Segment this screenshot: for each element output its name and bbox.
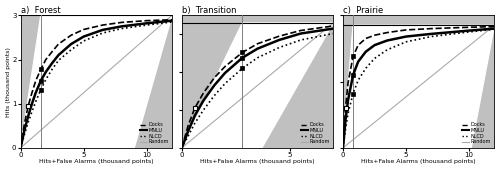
X-axis label: Hits+False Alarms (thousand points): Hits+False Alarms (thousand points) [362, 159, 476, 164]
Text: b)  Transition: b) Transition [182, 6, 236, 15]
Polygon shape [20, 15, 172, 148]
Y-axis label: Hits (thousand points): Hits (thousand points) [6, 47, 10, 117]
X-axis label: Hits+False Alarms (thousand points): Hits+False Alarms (thousand points) [39, 159, 154, 164]
Legend: Docks, MNLU, NLCD, Random: Docks, MNLU, NLCD, Random [461, 121, 492, 146]
Text: a)  Forest: a) Forest [20, 6, 60, 15]
Text: c)  Prairie: c) Prairie [343, 6, 383, 15]
Polygon shape [182, 23, 334, 148]
Legend: Docks, MNLU, NLCD, Random: Docks, MNLU, NLCD, Random [138, 121, 170, 146]
Polygon shape [343, 25, 494, 148]
X-axis label: Hits+False Alarms (thousand points): Hits+False Alarms (thousand points) [200, 159, 315, 164]
Legend: Docks, MNLU, NLCD, Random: Docks, MNLU, NLCD, Random [300, 121, 331, 146]
